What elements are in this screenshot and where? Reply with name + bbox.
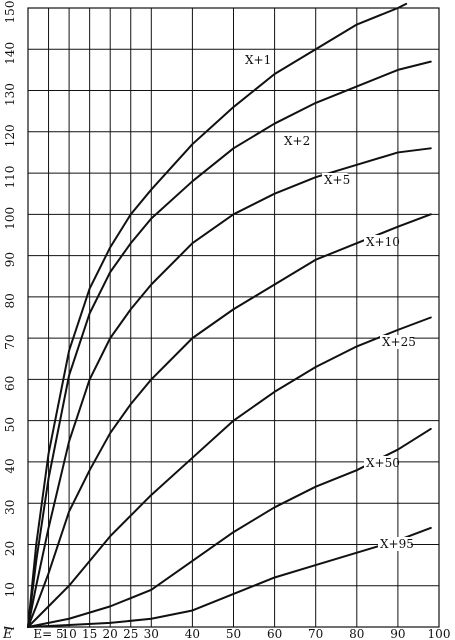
series-line-x-plus-25 xyxy=(27,316,432,628)
series-line-x-plus-5 xyxy=(27,147,432,628)
series-label: X+25 xyxy=(382,335,416,349)
x-tick-label: 90 xyxy=(390,627,405,640)
series-label: X+2 xyxy=(284,134,310,148)
x-tick-label: E= 5 xyxy=(33,627,63,640)
x-tick-label: 80 xyxy=(349,627,364,640)
x-tick-label: 15 xyxy=(82,627,97,640)
series-label-background xyxy=(380,335,413,349)
series-line-x-plus-10 xyxy=(27,213,432,628)
series-label: X+50 xyxy=(366,456,400,470)
series-label: X+10 xyxy=(366,235,400,249)
y-tick-label: 70 xyxy=(3,334,17,349)
series-line-x-plus-95 xyxy=(27,526,432,628)
y-tick-label: 120 xyxy=(3,124,17,147)
y-tick-label: 60 xyxy=(3,376,17,391)
series-label: X+1 xyxy=(245,53,271,67)
y-tick-label: 90 xyxy=(3,252,17,267)
tick-layer: E= 510 15 20 25 30 40 50 60 70 80 90 10010203040506… xyxy=(3,1,450,640)
y-tick-label: 20 xyxy=(3,541,17,556)
y-tick-label: 150 xyxy=(3,1,17,24)
x-tick-label: 100 xyxy=(428,627,451,640)
series-line-x-plus-1 xyxy=(27,2,408,628)
series-label-background xyxy=(282,134,308,148)
x-tick-label: 60 xyxy=(267,627,282,640)
series-label-background xyxy=(364,235,397,249)
series-line-x-plus-2 xyxy=(27,60,432,628)
series-label-background xyxy=(378,537,411,551)
series-label-layer: X+1 X+2 X+5 X+10 X+25 X+50 X+95 xyxy=(243,53,416,551)
x-tick-label: 10 xyxy=(61,627,76,640)
y-tick-label: 140 xyxy=(3,42,17,65)
y-tick-label: 50 xyxy=(3,417,17,432)
y-tick-label: 10 xyxy=(3,582,17,597)
y-tick-label: 40 xyxy=(3,458,17,473)
y-tick-label: 130 xyxy=(3,83,17,106)
x-tick-label: 30 xyxy=(144,627,159,640)
series-label-background xyxy=(243,53,269,67)
series-label-background xyxy=(364,456,397,470)
x-tick-label: 70 xyxy=(308,627,323,640)
y-tick-label: 30 xyxy=(3,500,17,515)
series-label: X+95 xyxy=(380,537,414,551)
x-tick-label: 25 xyxy=(123,627,138,640)
x-tick-label: 50 xyxy=(226,627,241,640)
x-tick-label: 20 xyxy=(103,627,118,640)
x-tick-label: 40 xyxy=(185,627,200,640)
series-line-x-plus-50 xyxy=(27,427,432,628)
y-tick-label: 100 xyxy=(3,207,17,230)
series-layer xyxy=(27,2,432,628)
x-axis-title: E xyxy=(2,627,13,640)
y-axis-title: l xyxy=(3,626,18,630)
series-label-background xyxy=(322,173,348,187)
grid-layer xyxy=(27,7,440,628)
series-label: X+5 xyxy=(324,173,350,187)
y-tick-label: 80 xyxy=(3,293,17,308)
y-tick-label: 110 xyxy=(3,166,17,189)
